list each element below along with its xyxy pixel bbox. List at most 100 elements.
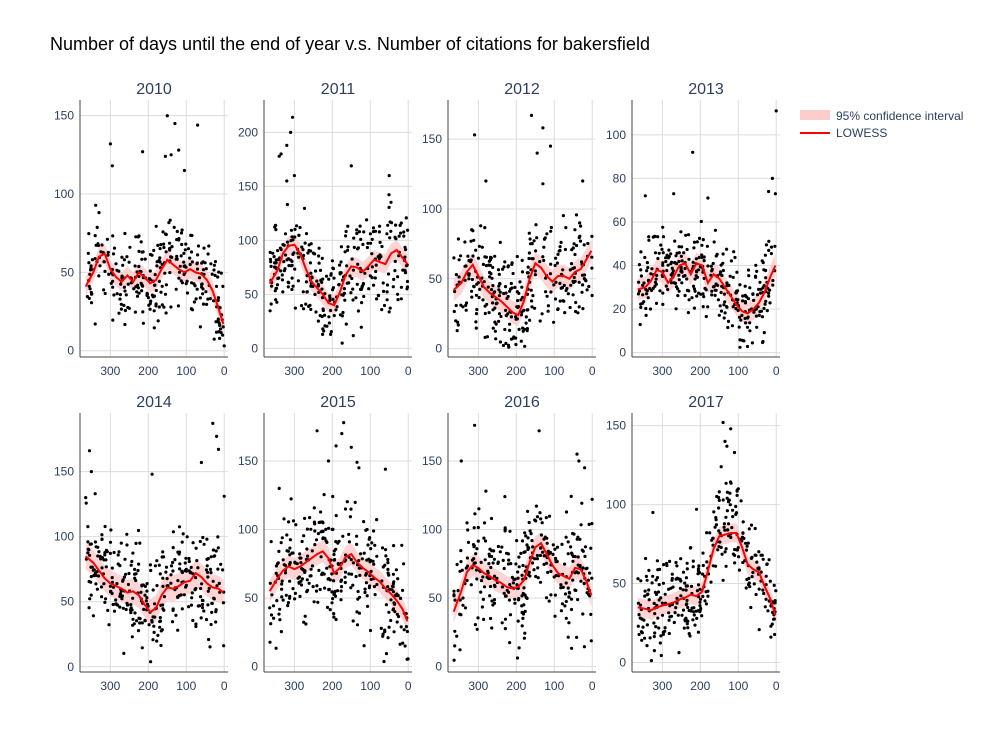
data-point xyxy=(679,557,683,561)
data-point xyxy=(339,245,343,249)
data-point xyxy=(184,583,188,588)
data-point xyxy=(269,260,273,264)
data-point xyxy=(472,545,476,549)
data-point xyxy=(96,554,100,558)
data-point xyxy=(356,262,360,266)
data-point xyxy=(508,322,512,326)
data-point xyxy=(281,558,285,562)
data-point xyxy=(321,327,325,331)
data-point xyxy=(519,313,524,317)
data-point xyxy=(122,258,126,262)
data-point xyxy=(517,565,521,569)
data-point xyxy=(564,226,568,230)
data-point xyxy=(642,618,646,622)
data-point xyxy=(309,527,313,531)
data-point xyxy=(372,585,376,589)
data-point xyxy=(679,254,684,258)
data-point xyxy=(649,272,653,276)
data-point xyxy=(320,280,324,284)
data-point xyxy=(494,322,498,326)
data-point xyxy=(640,638,644,642)
data-point xyxy=(350,572,354,576)
data-point xyxy=(331,597,335,601)
data-point xyxy=(274,646,278,650)
data-point xyxy=(365,245,369,250)
data-point xyxy=(568,305,572,310)
data-point xyxy=(363,590,367,595)
data-point xyxy=(696,567,701,571)
data-point xyxy=(391,608,395,612)
data-point xyxy=(307,581,311,585)
data-point xyxy=(286,280,290,284)
data-point xyxy=(389,200,393,204)
data-point xyxy=(396,577,400,581)
data-point xyxy=(506,552,510,556)
data-point xyxy=(123,231,127,236)
data-point xyxy=(351,583,355,587)
data-point xyxy=(470,295,474,299)
data-point xyxy=(344,234,348,238)
data-point xyxy=(726,522,731,526)
data-point xyxy=(538,260,542,264)
data-point xyxy=(700,614,704,618)
data-point xyxy=(202,609,206,613)
data-point xyxy=(503,260,507,264)
data-point xyxy=(479,590,483,594)
data-point xyxy=(153,283,157,287)
data-point xyxy=(643,594,647,598)
data-point xyxy=(659,243,663,247)
data-point xyxy=(525,308,529,312)
data-point xyxy=(527,256,531,261)
data-point xyxy=(152,630,156,635)
data-point xyxy=(146,296,150,300)
data-point xyxy=(200,582,204,586)
data-point xyxy=(691,565,695,569)
data-point xyxy=(456,237,460,241)
data-point xyxy=(173,558,177,562)
data-point xyxy=(176,550,180,554)
data-point xyxy=(529,288,533,292)
data-point xyxy=(710,293,714,297)
data-point xyxy=(164,565,169,569)
data-point xyxy=(310,549,314,553)
data-point xyxy=(129,603,133,607)
data-point xyxy=(575,537,579,541)
data-point xyxy=(553,614,557,618)
data-point xyxy=(333,589,337,594)
data-point xyxy=(551,552,555,557)
data-point xyxy=(285,202,289,207)
data-point xyxy=(143,619,147,623)
data-point xyxy=(154,302,158,306)
data-point xyxy=(517,327,521,331)
data-point xyxy=(404,216,408,220)
data-point xyxy=(728,274,732,278)
data-point xyxy=(89,575,93,579)
data-point xyxy=(692,610,696,614)
data-point xyxy=(214,549,218,553)
data-point xyxy=(700,243,704,247)
data-point xyxy=(275,283,280,287)
data-point xyxy=(195,261,199,265)
data-point xyxy=(176,579,180,583)
y-tick-label: 0 xyxy=(67,344,74,358)
data-point xyxy=(322,572,326,576)
data-point xyxy=(157,305,161,309)
data-point xyxy=(498,282,502,286)
data-point xyxy=(356,597,360,601)
data-point xyxy=(662,563,666,567)
data-point xyxy=(100,595,104,599)
data-point xyxy=(383,467,387,471)
data-point xyxy=(589,612,593,617)
data-point xyxy=(713,293,717,297)
data-point xyxy=(561,268,565,272)
data-point xyxy=(301,307,306,311)
data-point xyxy=(370,252,374,256)
data-point xyxy=(504,314,508,318)
data-point xyxy=(136,629,141,633)
data-point xyxy=(483,539,488,543)
data-point xyxy=(503,528,507,532)
data-point xyxy=(345,500,349,504)
x-tick-label: 100 xyxy=(728,679,748,693)
data-point xyxy=(403,644,407,648)
data-point xyxy=(474,326,478,330)
